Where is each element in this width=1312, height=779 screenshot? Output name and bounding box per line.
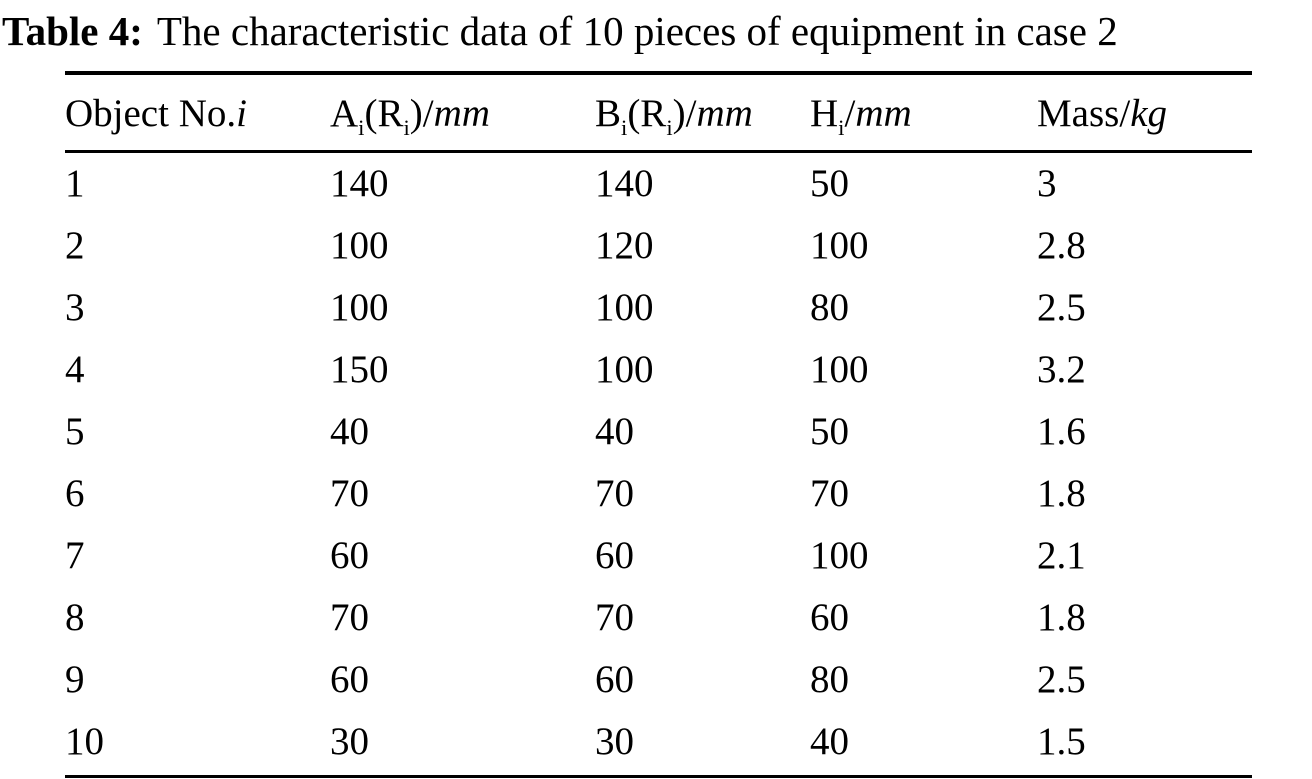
bottom-rule-upper xyxy=(65,775,1252,779)
table-cell: 3 xyxy=(1037,162,1057,206)
table-row: 5 40 40 50 1.6 xyxy=(65,401,1252,463)
table-cell: 1.5 xyxy=(1037,720,1086,764)
table-cell: 3 xyxy=(65,286,85,330)
table-cell: 70 xyxy=(330,472,369,516)
table-cell: 40 xyxy=(330,410,369,454)
table-cell: 150 xyxy=(330,348,389,392)
table-cell: 8 xyxy=(65,596,85,640)
table-container: Object No.i Ai(Ri)/mm Bi(Ri)/mm Hi/mm Mass/k… xyxy=(65,71,1252,779)
table-cell: 40 xyxy=(810,720,849,764)
column-header-b-dimension: Bi(Ri)/mm xyxy=(595,73,810,154)
table-row: 3 100 100 80 2.5 xyxy=(65,277,1252,339)
table-cell: 9 xyxy=(65,658,85,702)
table-cell: 70 xyxy=(595,472,634,516)
table-cell: 2.1 xyxy=(1037,534,1086,578)
table-cell: 100 xyxy=(595,286,654,330)
table-cell: 7 xyxy=(65,534,85,578)
table-cell: 40 xyxy=(595,410,634,454)
table-cell: 60 xyxy=(810,596,849,640)
table-row: 2 100 120 100 2.8 xyxy=(65,215,1252,277)
table-cell: 60 xyxy=(595,534,634,578)
table-row: 10 30 30 40 1.5 xyxy=(65,711,1252,773)
table-row: 9 60 60 80 2.5 xyxy=(65,649,1252,711)
table-cell: 140 xyxy=(595,162,654,206)
table-cell: 80 xyxy=(810,286,849,330)
table-cell: 100 xyxy=(330,224,389,268)
table-caption: Table 4: The characteristic data of 10 pi… xyxy=(0,0,1312,55)
table-cell: 5 xyxy=(65,410,85,454)
table-cell: 60 xyxy=(330,534,369,578)
table-caption-text: The characteristic data of 10 pieces of … xyxy=(156,8,1118,54)
table-cell: 30 xyxy=(595,720,634,764)
table-cell: 30 xyxy=(330,720,369,764)
table-cell: 70 xyxy=(330,596,369,640)
column-header-mass: Mass/kg xyxy=(1037,73,1252,154)
column-header-height: Hi/mm xyxy=(810,73,1037,154)
table-cell: 100 xyxy=(810,534,869,578)
table-cell: 2.5 xyxy=(1037,658,1086,702)
table-row: 8 70 70 60 1.8 xyxy=(65,587,1252,649)
table-row: 7 60 60 100 2.1 xyxy=(65,525,1252,587)
table-cell: 60 xyxy=(595,658,634,702)
table-cell: 60 xyxy=(330,658,369,702)
column-header-a-dimension: Ai(Ri)/mm xyxy=(330,73,595,154)
table-cell: 1 xyxy=(65,162,85,206)
table-cell: 80 xyxy=(810,658,849,702)
table-cell: 100 xyxy=(810,224,869,268)
table-cell: 6 xyxy=(65,472,85,516)
table-cell: 2 xyxy=(65,224,85,268)
table-cell: 10 xyxy=(65,720,104,764)
table-cell: 4 xyxy=(65,348,85,392)
table-cell: 120 xyxy=(595,224,654,268)
table-cell: 2.5 xyxy=(1037,286,1086,330)
table-cell: 100 xyxy=(330,286,389,330)
table-row: 1 140 140 50 3 xyxy=(65,152,1252,216)
table-row: 6 70 70 70 1.8 xyxy=(65,463,1252,525)
table-cell: 50 xyxy=(810,410,849,454)
equipment-data-table: Object No.i Ai(Ri)/mm Bi(Ri)/mm Hi/mm Mass/k… xyxy=(65,71,1252,773)
table-cell: 100 xyxy=(810,348,869,392)
table-caption-label: Table 4: xyxy=(2,8,143,54)
table-bottom-rules xyxy=(65,775,1252,779)
table-cell: 100 xyxy=(595,348,654,392)
table-row: 4 150 100 100 3.2 xyxy=(65,339,1252,401)
table-cell: 1.8 xyxy=(1037,472,1086,516)
table-cell: 140 xyxy=(330,162,389,206)
table-cell: 3.2 xyxy=(1037,348,1086,392)
table-cell: 1.6 xyxy=(1037,410,1086,454)
table-header-row: Object No.i Ai(Ri)/mm Bi(Ri)/mm Hi/mm Mass/k… xyxy=(65,73,1252,154)
column-header-object-no: Object No.i xyxy=(65,73,330,154)
table-cell: 50 xyxy=(810,162,849,206)
table-cell: 1.8 xyxy=(1037,596,1086,640)
table-cell: 2.8 xyxy=(1037,224,1086,268)
table-cell: 70 xyxy=(595,596,634,640)
table-cell: 70 xyxy=(810,472,849,516)
